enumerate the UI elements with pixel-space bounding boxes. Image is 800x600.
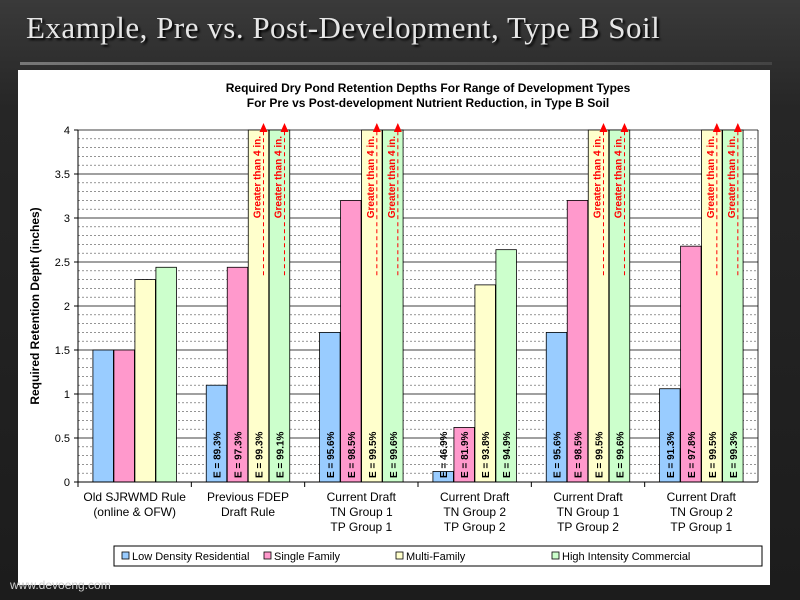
exceed-annotation: Greater than 4 in. bbox=[593, 136, 604, 218]
x-category-label: TP Group 1 bbox=[330, 520, 392, 534]
chart-title-line: Required Dry Pond Retention Depths For R… bbox=[226, 81, 631, 95]
exceed-arrow-head bbox=[393, 123, 402, 132]
legend-label: Single Family bbox=[274, 551, 341, 563]
efficiency-label: E = 95.6% bbox=[553, 431, 564, 478]
efficiency-label: E = 99.5% bbox=[368, 431, 379, 478]
legend-box bbox=[113, 545, 763, 567]
efficiency-label: E = 99.3% bbox=[729, 431, 740, 478]
legend-label: Low Density Residential bbox=[132, 551, 249, 563]
exceed-arrow-head bbox=[599, 123, 608, 132]
chart-container: Required Dry Pond Retention Depths For R… bbox=[18, 70, 770, 585]
legend-label: High Intensity Commercial bbox=[562, 551, 690, 563]
y-tick-label: 3 bbox=[64, 213, 70, 225]
efficiency-label: E = 99.1% bbox=[276, 431, 287, 478]
bar bbox=[113, 349, 135, 483]
legend-swatch bbox=[551, 551, 560, 560]
x-category-label: TP Group 2 bbox=[444, 520, 506, 534]
efficiency-label: E = 94.9% bbox=[502, 431, 513, 478]
footer-url: www.devoeng.com bbox=[10, 578, 111, 592]
y-tick-label: 0 bbox=[64, 477, 70, 489]
efficiency-label: E = 46.9% bbox=[439, 431, 450, 478]
bar bbox=[92, 349, 114, 483]
bar bbox=[134, 279, 156, 483]
x-category-label: TN Group 1 bbox=[557, 505, 620, 519]
x-category-label: TN Group 1 bbox=[330, 505, 393, 519]
chart-title-line: For Pre vs Post-development Nutrient Red… bbox=[247, 96, 610, 110]
bar bbox=[155, 266, 177, 483]
x-category-label: Current Draft bbox=[667, 490, 737, 504]
efficiency-label: E = 99.5% bbox=[595, 431, 606, 478]
exceed-annotation: Greater than 4 in. bbox=[366, 136, 377, 218]
y-axis-label: Required Retention Depth (inches) bbox=[28, 207, 42, 404]
legend-label: Multi-Family bbox=[406, 551, 466, 563]
efficiency-label: E = 89.3% bbox=[213, 431, 224, 478]
efficiency-label: E = 98.5% bbox=[574, 431, 585, 478]
x-category-label: Draft Rule bbox=[221, 505, 275, 519]
efficiency-label: E = 98.5% bbox=[347, 431, 358, 478]
exceed-arrow-head bbox=[259, 123, 268, 132]
y-tick-label: 4 bbox=[64, 125, 70, 137]
exceed-annotation: Greater than 4 in. bbox=[706, 136, 717, 218]
efficiency-label: E = 97.8% bbox=[687, 431, 698, 478]
exceed-annotation: Greater than 4 in. bbox=[614, 136, 625, 218]
exceed-annotation: Greater than 4 in. bbox=[274, 136, 285, 218]
exceed-annotation: Greater than 4 in. bbox=[253, 136, 264, 218]
slide-title: Example, Pre vs. Post-Development, Type … bbox=[26, 10, 661, 45]
x-category-label: Previous FDEP bbox=[207, 490, 289, 504]
x-category-label: TP Group 2 bbox=[557, 520, 619, 534]
efficiency-label: E = 81.9% bbox=[460, 431, 471, 478]
x-category-label: Current Draft bbox=[553, 490, 623, 504]
y-tick-label: 2 bbox=[64, 301, 70, 313]
exceed-arrow-head bbox=[712, 123, 721, 132]
x-category-label: TN Group 2 bbox=[443, 505, 506, 519]
x-category-label: TN Group 2 bbox=[670, 505, 733, 519]
efficiency-label: E = 95.6% bbox=[326, 431, 337, 478]
y-tick-label: 1.5 bbox=[55, 345, 70, 357]
efficiency-label: E = 99.3% bbox=[255, 431, 266, 478]
efficiency-label: E = 97.3% bbox=[234, 431, 245, 478]
x-category-label: Current Draft bbox=[327, 490, 397, 504]
exceed-arrow-head bbox=[280, 123, 289, 132]
y-tick-label: 1 bbox=[64, 389, 70, 401]
x-category-label: (online & OFW) bbox=[93, 505, 176, 519]
x-category-label: Current Draft bbox=[440, 490, 510, 504]
y-tick-label: 0.5 bbox=[55, 433, 70, 445]
legend-swatch bbox=[263, 551, 272, 560]
efficiency-label: E = 93.8% bbox=[481, 431, 492, 478]
legend-swatch bbox=[395, 551, 404, 560]
exceed-annotation: Greater than 4 in. bbox=[727, 136, 738, 218]
efficiency-label: E = 99.5% bbox=[708, 431, 719, 478]
efficiency-label: E = 91.3% bbox=[666, 431, 677, 478]
efficiency-label: E = 99.6% bbox=[616, 431, 627, 478]
exceed-annotation: Greater than 4 in. bbox=[387, 136, 398, 218]
x-category-label: Old SJRWMD Rule bbox=[83, 490, 186, 504]
exceed-arrow-head bbox=[620, 123, 629, 132]
efficiency-label: E = 99.6% bbox=[389, 431, 400, 478]
bar-chart: Required Dry Pond Retention Depths For R… bbox=[18, 70, 770, 585]
exceed-arrow-head bbox=[733, 123, 742, 132]
legend-swatch bbox=[121, 551, 130, 560]
x-category-label: TP Group 1 bbox=[670, 520, 732, 534]
y-tick-label: 3.5 bbox=[55, 169, 70, 181]
y-tick-label: 2.5 bbox=[55, 257, 70, 269]
title-underline bbox=[20, 62, 772, 65]
exceed-arrow-head bbox=[372, 123, 381, 132]
